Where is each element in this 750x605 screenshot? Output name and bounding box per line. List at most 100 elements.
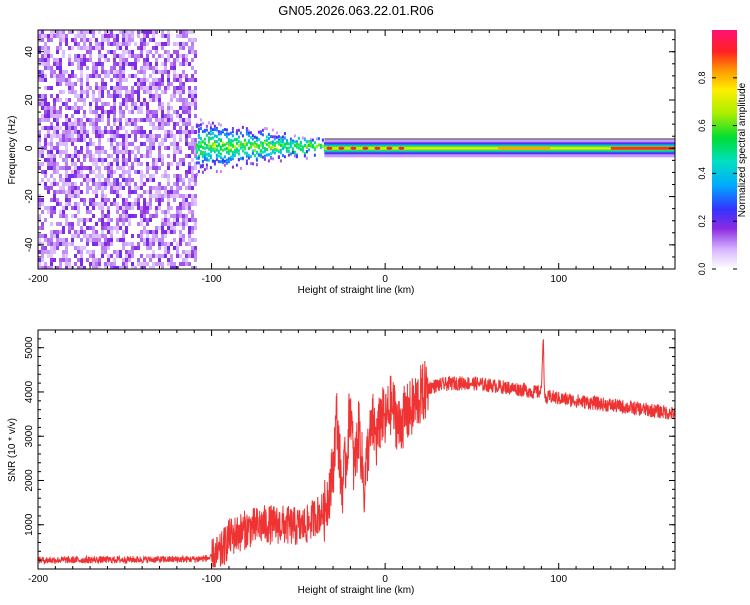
heatmap-cell: [89, 158, 92, 162]
heatmap-cell: [149, 122, 152, 126]
heatmap-cell: [74, 130, 77, 134]
heatmap-cell: [95, 230, 98, 234]
heatmap-cell: [289, 137, 292, 141]
heatmap-cell: [122, 162, 125, 166]
heatmap-cell: [253, 141, 256, 145]
heatmap-cell: [137, 246, 140, 250]
heatmap-cell: [77, 190, 80, 194]
heatmap-cell: [179, 42, 182, 46]
heatmap-cell: [173, 94, 176, 98]
heatmap-cell: [182, 82, 185, 86]
heatmap-cell: [303, 138, 306, 142]
heatmap-cell: [107, 130, 110, 134]
heatmap-cell: [188, 86, 191, 90]
heatmap-cell: [128, 62, 131, 66]
heatmap-cell: [53, 206, 56, 210]
heatmap-cell: [53, 70, 56, 74]
heatmap-cell: [164, 190, 167, 194]
heatmap-cell: [53, 102, 56, 106]
heatmap-cell: [143, 226, 146, 230]
heatmap-cell: [41, 198, 44, 202]
heatmap-cell: [77, 186, 80, 190]
heatmap-cell: [74, 146, 77, 150]
heatmap-cell: [295, 145, 298, 149]
heatmap-cell: [95, 238, 98, 242]
heatmap-cell: [80, 226, 83, 230]
heatmap-cell: [194, 246, 197, 250]
heatmap-cell: [86, 130, 89, 134]
heatmap-cell: [191, 74, 194, 78]
heatmap-cell: [146, 178, 149, 182]
heatmap-cell: [223, 155, 226, 159]
heatmap-cell: [107, 214, 110, 218]
heatmap-cell: [167, 202, 170, 206]
heatmap-cell: [179, 94, 182, 98]
heatmap-cell: [125, 258, 128, 262]
heatmap-cell: [128, 90, 131, 94]
heatmap-cell: [122, 126, 125, 130]
heatmap-cell: [227, 140, 230, 144]
colorbar: 0.00.20.40.60.8 Normalized spectral ampl…: [697, 30, 748, 275]
heatmap-cell: [92, 202, 95, 206]
heatmap-cell: [131, 34, 134, 38]
heatmap-cell: [265, 148, 268, 151]
heatmap-cell: [53, 74, 56, 78]
heatmap-cell: [59, 238, 62, 242]
heatmap-cell: [86, 94, 89, 98]
heatmap-cell: [277, 140, 280, 144]
heatmap-cell: [191, 198, 194, 202]
heatmap-cell: [295, 155, 298, 159]
heatmap-cell: [62, 70, 65, 74]
heatmap-cell: [194, 266, 197, 269]
heatmap-cell: [176, 186, 179, 190]
heatmap-cell: [188, 206, 191, 210]
heatmap-cell: [173, 198, 176, 202]
heatmap-cell: [125, 58, 128, 62]
heatmap-cell: [134, 122, 137, 126]
heatmap-cell: [213, 150, 216, 154]
heatmap-cell: [128, 170, 131, 174]
heatmap-cell: [56, 222, 59, 226]
heatmap-cell: [249, 145, 252, 149]
heatmap-cell: [299, 140, 302, 144]
heatmap-cell: [233, 145, 236, 149]
heatmap-cell: [164, 170, 167, 174]
heatmap-cell: [50, 238, 53, 242]
heatmap-cell: [140, 142, 143, 146]
heatmap-cell: [176, 74, 179, 78]
heatmap-cell: [182, 178, 185, 182]
heatmap-cell: [149, 202, 152, 206]
heatmap-cell: [119, 182, 122, 186]
heatmap-cell: [53, 118, 56, 122]
heatmap-cell: [125, 118, 128, 122]
heatmap-cell: [158, 154, 161, 158]
heatmap-cell: [65, 262, 68, 266]
heatmap-cell: [80, 170, 83, 174]
heatmap-cell: [170, 254, 173, 258]
heatmap-cell: [98, 154, 101, 158]
heatmap-cell: [161, 194, 164, 198]
heatmap-cell: [158, 190, 161, 194]
heatmap-cell: [116, 130, 119, 134]
snr-y-label: SNR (10 * v/v): [7, 418, 18, 482]
heatmap-cell: [62, 230, 65, 234]
heatmap-cell: [227, 152, 230, 155]
heatmap-cell: [110, 190, 113, 194]
heatmap-cell: [65, 122, 68, 126]
heatmap-cell: [243, 151, 246, 155]
heatmap-cell: [53, 106, 56, 110]
heatmap-cell: [275, 135, 278, 139]
heatmap-cell: [56, 50, 59, 54]
heatmap-cell: [56, 66, 59, 70]
heatmap-cell: [265, 153, 268, 157]
heatmap-cell: [53, 98, 56, 102]
heatmap-cell: [227, 146, 230, 150]
heatmap-cell: [116, 134, 119, 138]
heatmap-cell: [71, 238, 74, 242]
heatmap-cell: [155, 262, 158, 266]
heatmap-cell: [191, 246, 194, 250]
heatmap-cell: [92, 190, 95, 194]
heatmap-cell: [65, 42, 68, 46]
heatmap-cell: [182, 182, 185, 186]
heatmap-cell: [179, 114, 182, 118]
